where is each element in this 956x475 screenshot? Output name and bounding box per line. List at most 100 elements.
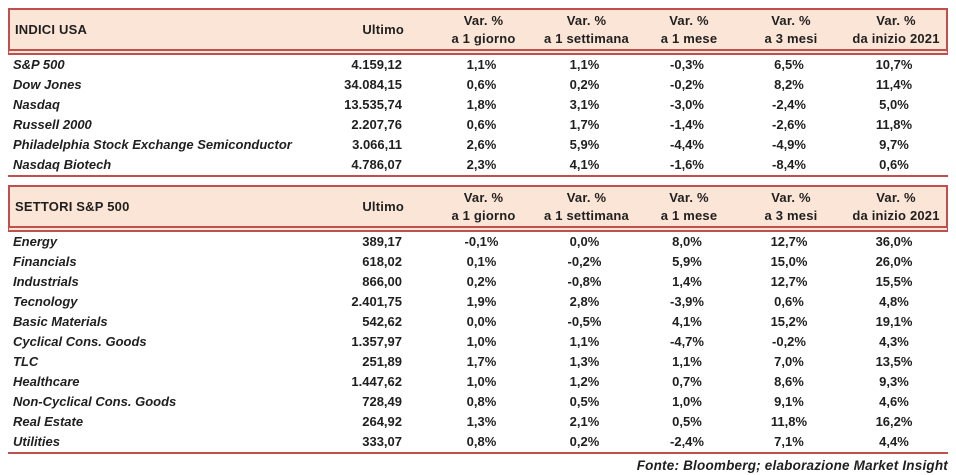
table-row: Russell 2000 2.207,76 0,6% 1,7% -1,4% -2,6% 11… [8, 115, 948, 135]
row-name: Nasdaq [13, 97, 60, 112]
var-header-line1: Var. % [669, 189, 709, 205]
var-value: 4,4% [879, 434, 909, 449]
var-value: 1,9% [466, 294, 497, 309]
var-header-line1: Var. % [566, 12, 607, 28]
table-row: Cyclical Cons. Goods 1.357,97 1,0% 1,1% -4,7… [8, 332, 948, 352]
var-da-inizio-2021-column-header: Var. % da inizio 2021 [842, 12, 950, 48]
row-name: Energy [13, 234, 58, 249]
settori-sp500-table-body: Energy 389,17 -0,1% 0,0% 8,0% 12,7% 36,0% Finan… [8, 232, 948, 454]
table-row: Real Estate 264,92 1,3% 2,1% 0,5% 11,8% 16,2% [8, 412, 948, 432]
var-value: 1,8% [466, 97, 497, 112]
ultimo-value: 389,17 [362, 234, 402, 249]
var-value: 8,2% [774, 77, 804, 92]
var-value: -0,2% [567, 254, 602, 269]
var-value: 15,0% [770, 254, 808, 269]
var-value: 36,0% [875, 234, 913, 249]
ultimo-value: 2.401,75 [351, 294, 402, 309]
var-header-line2: a 1 settimana [544, 30, 629, 46]
table-title: SETTORI S&P 500 [15, 199, 130, 214]
var-value: 0,2% [569, 434, 600, 449]
var-3-mesi-column-header: Var. % a 3 mesi [740, 189, 842, 225]
var-value: 5,9% [672, 254, 702, 269]
var-value: 1,2% [569, 374, 600, 389]
var-1-giorno-column-header: Var. % a 1 giorno [432, 12, 535, 48]
ultimo-value: 264,92 [362, 414, 402, 429]
var-value: 6,5% [774, 57, 804, 72]
var-1-settimana-column-header: Var. % a 1 settimana [535, 12, 638, 48]
var-header-line1: Var. % [876, 12, 916, 28]
var-value: 4,1% [672, 314, 702, 329]
table-title: INDICI USA [15, 22, 88, 37]
var-value: 13,5% [875, 354, 913, 369]
var-value: 0,0% [569, 234, 600, 249]
row-name: Real Estate [13, 414, 84, 429]
ultimo-value: 866,00 [362, 274, 402, 289]
var-header-line1: Var. % [566, 189, 607, 205]
table-row: Nasdaq 13.535,74 1,8% 3,1% -3,0% -2,4% 5,0% [8, 95, 948, 115]
var-value: 11,4% [875, 77, 913, 92]
var-value: 15,2% [770, 314, 808, 329]
table-row: Nasdaq Biotech 4.786,07 2,3% 4,1% -1,6% -8,4%… [8, 155, 948, 175]
var-value: -0,8% [567, 274, 602, 289]
table-row: Dow Jones 34.084,15 0,6% 0,2% -0,2% 8,2% 11,4% [8, 75, 948, 95]
table-row: Basic Materials 542,62 0,0% -0,5% 4,1% 15,2% 1… [8, 312, 948, 332]
var-value: 4,6% [879, 394, 909, 409]
ultimo-value: 1.357,97 [351, 334, 402, 349]
ultimo-value: 13.535,74 [344, 97, 402, 112]
var-header-line1: Var. % [463, 12, 504, 28]
table-row: Tecnology 2.401,75 1,9% 2,8% -3,9% 0,6% 4,8% [8, 292, 948, 312]
var-value: -0,1% [464, 234, 499, 249]
settori-sp500-table: SETTORI S&P 500 Ultimo Var. % a 1 giorno… [8, 185, 948, 454]
var-value: 15,5% [875, 274, 913, 289]
var-value: 2,3% [466, 157, 497, 172]
ultimo-value: 4.159,12 [351, 57, 402, 72]
row-name: Utilities [13, 434, 60, 449]
row-name: Non-Cyclical Cons. Goods [13, 394, 177, 409]
var-value: 7,1% [774, 434, 804, 449]
var-1-giorno-column-header: Var. % a 1 giorno [432, 189, 535, 225]
var-value: 2,6% [466, 137, 497, 152]
var-value: 0,2% [466, 274, 497, 289]
row-name: Dow Jones [13, 77, 82, 92]
row-name: Basic Materials [13, 314, 108, 329]
table-row: Non-Cyclical Cons. Goods 728,49 0,8% 0,5% 1,… [8, 392, 948, 412]
var-header-line1: Var. % [771, 12, 811, 28]
var-value: 12,7% [770, 274, 808, 289]
var-value: 0,6% [879, 157, 909, 172]
var-value: 1,7% [466, 354, 497, 369]
var-value: -3,0% [670, 97, 704, 112]
var-value: -3,9% [670, 294, 704, 309]
var-value: 0,5% [672, 414, 702, 429]
var-header-line2: a 1 mese [660, 207, 718, 223]
var-value: 7,0% [774, 354, 804, 369]
var-value: 5,9% [569, 137, 600, 152]
var-value: 1,7% [569, 117, 600, 132]
var-value: 4,1% [569, 157, 600, 172]
var-value: -8,4% [772, 157, 806, 172]
var-header-line1: Var. % [669, 12, 709, 28]
table-row: Healthcare 1.447,62 1,0% 1,2% 0,7% 8,6% 9,3% [8, 372, 948, 392]
var-value: -0,3% [670, 57, 704, 72]
var-value: 8,0% [672, 234, 702, 249]
var-value: 2,1% [569, 414, 600, 429]
table-row: Industrials 866,00 0,2% -0,8% 1,4% 12,7% 15,5% [8, 272, 948, 292]
var-value: 0,6% [774, 294, 804, 309]
row-name: Cyclical Cons. Goods [13, 334, 147, 349]
var-header-line2: a 1 giorno [451, 207, 516, 223]
settori-sp500-header-row: SETTORI S&P 500 Ultimo Var. % a 1 giorno… [8, 185, 948, 232]
var-header-line1: Var. % [876, 189, 916, 205]
indici-usa-table: INDICI USA Ultimo Var. % a 1 giorno Var.… [8, 8, 948, 177]
var-value: 0,6% [466, 77, 497, 92]
var-value: 1,1% [569, 334, 600, 349]
var-value: 9,3% [879, 374, 909, 389]
ultimo-value: 618,02 [362, 254, 402, 269]
var-header-line2: a 3 mesi [764, 207, 818, 223]
table-row: Financials 618,02 0,1% -0,2% 5,9% 15,0% 26,0% [8, 252, 948, 272]
var-value: 10,7% [875, 57, 913, 72]
var-value: 11,8% [770, 414, 808, 429]
table-row: S&P 500 4.159,12 1,1% 1,1% -0,3% 6,5% 10,7% [8, 55, 948, 75]
row-name: Healthcare [13, 374, 80, 389]
var-value: 9,7% [879, 137, 909, 152]
var-value: -0,2% [670, 77, 704, 92]
